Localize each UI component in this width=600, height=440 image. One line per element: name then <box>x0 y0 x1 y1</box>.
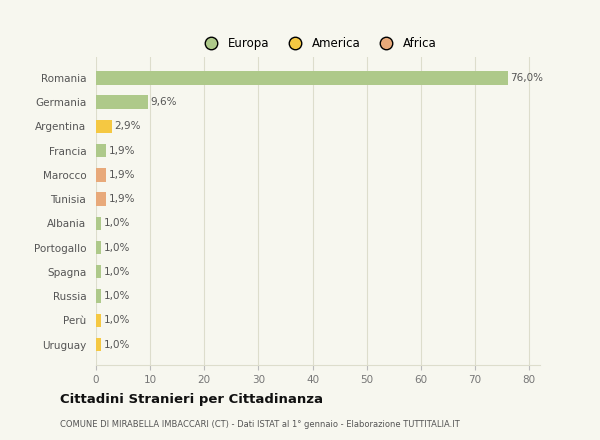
Bar <box>96 241 101 254</box>
Text: 1,0%: 1,0% <box>104 218 130 228</box>
Text: 9,6%: 9,6% <box>150 97 176 107</box>
Bar <box>96 192 106 206</box>
Text: 1,9%: 1,9% <box>109 170 135 180</box>
Text: Cittadini Stranieri per Cittadinanza: Cittadini Stranieri per Cittadinanza <box>60 392 323 406</box>
Legend: Europa, America, Africa: Europa, America, Africa <box>194 32 442 55</box>
Text: 1,0%: 1,0% <box>104 315 130 325</box>
Bar <box>96 314 101 327</box>
Bar <box>96 168 106 182</box>
Text: 1,9%: 1,9% <box>109 194 135 204</box>
Bar <box>96 338 101 351</box>
Text: 76,0%: 76,0% <box>509 73 542 83</box>
Text: 1,0%: 1,0% <box>104 267 130 277</box>
Text: 1,9%: 1,9% <box>109 146 135 156</box>
Text: 1,0%: 1,0% <box>104 291 130 301</box>
Bar <box>96 95 148 109</box>
Text: 1,0%: 1,0% <box>104 340 130 349</box>
Bar <box>96 144 106 157</box>
Bar <box>96 216 101 230</box>
Text: 1,0%: 1,0% <box>104 242 130 253</box>
Bar <box>96 265 101 279</box>
Text: 2,9%: 2,9% <box>114 121 140 132</box>
Bar <box>96 120 112 133</box>
Text: COMUNE DI MIRABELLA IMBACCARI (CT) - Dati ISTAT al 1° gennaio - Elaborazione TUT: COMUNE DI MIRABELLA IMBACCARI (CT) - Dat… <box>60 420 460 429</box>
Bar <box>96 290 101 303</box>
Bar <box>96 71 508 84</box>
